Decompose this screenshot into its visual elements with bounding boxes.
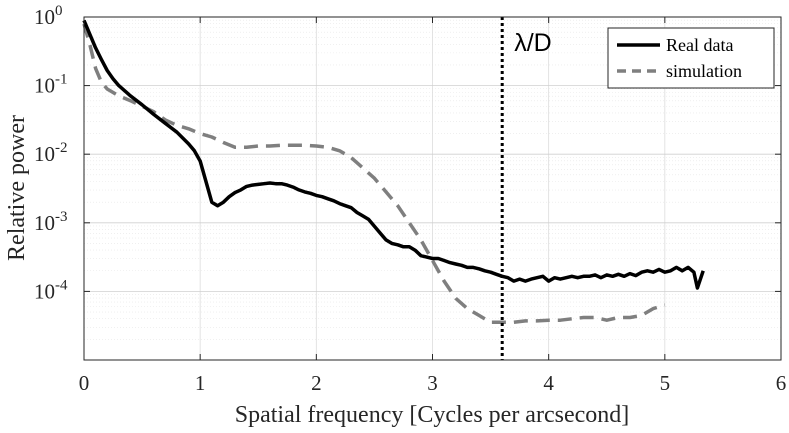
legend-box — [607, 27, 775, 89]
x-tick-label: 2 — [311, 371, 322, 395]
y-tick-label: 10-1 — [34, 72, 68, 98]
y-tick-label: 100 — [34, 3, 63, 29]
x-tick-label: 1 — [195, 371, 206, 395]
legend-label-simulation: simulation — [666, 61, 742, 81]
x-axis-label: Spatial frequency [Cycles per arcsecond] — [235, 402, 630, 428]
x-tick-label: 0 — [79, 371, 90, 395]
y-axis-label: Relative power — [4, 115, 30, 261]
series-line-simulation — [82, 23, 666, 325]
series-line-real-data — [82, 19, 705, 290]
lambda-over-d-label: λ/D — [514, 29, 552, 57]
x-tick-label: 6 — [776, 371, 787, 395]
y-tick-label: 10-2 — [34, 140, 68, 166]
legend: Real data simulation — [607, 27, 775, 89]
y-tick-label: 10-3 — [34, 209, 68, 235]
series-layer — [82, 19, 705, 325]
x-tick-label: 3 — [427, 371, 438, 395]
legend-label-real-data: Real data — [666, 35, 733, 55]
annotation-layer: λ/D — [500, 17, 552, 360]
x-tick-label: 4 — [543, 371, 554, 395]
x-tick-labels: 0 1 2 3 4 5 6 — [79, 371, 787, 395]
y-tick-labels: 100 10-1 10-2 10-3 10-4 — [34, 3, 68, 303]
axis-ticks — [83, 16, 782, 360]
y-tick-label: 10-4 — [34, 277, 68, 303]
x-tick-label: 5 — [660, 371, 671, 395]
